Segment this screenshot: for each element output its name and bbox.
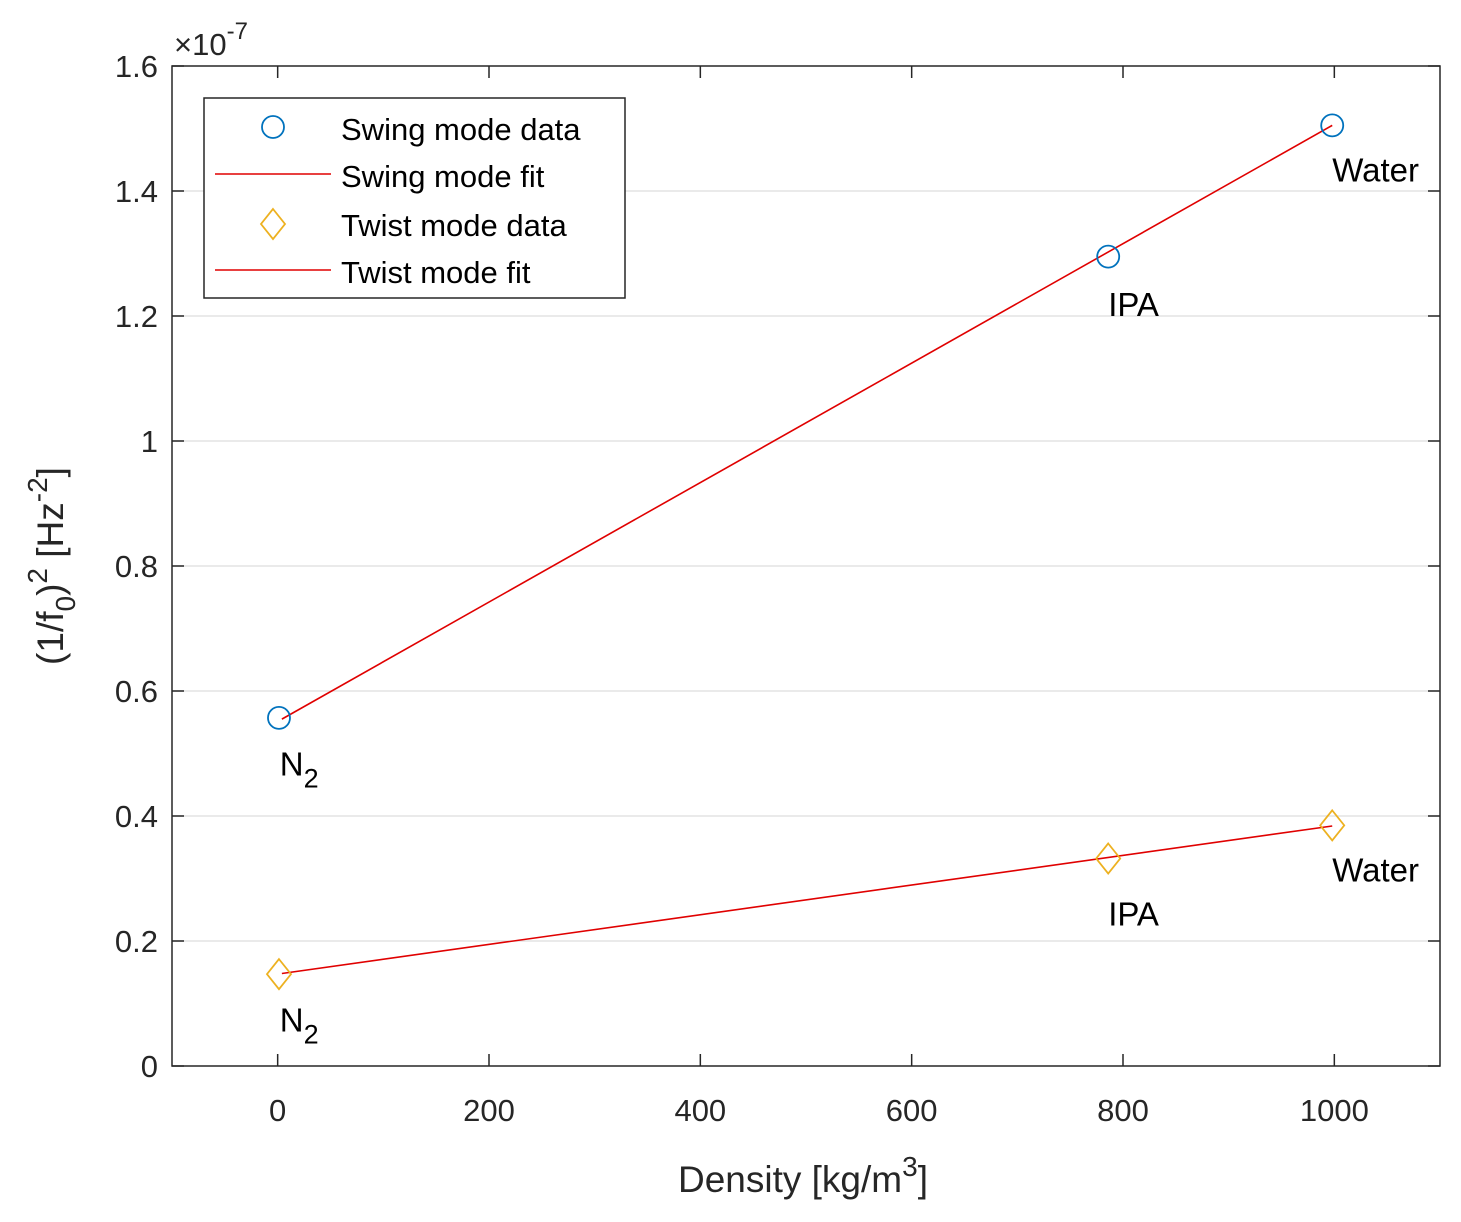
x-tick-label: 800 (1097, 1093, 1149, 1128)
x-axis-title: Density [kg/m3] (678, 1151, 928, 1200)
y-tick-label: 1.4 (115, 174, 158, 209)
legend-swing-data-label: Swing mode data (341, 112, 581, 147)
y-tick-label: 0.8 (115, 549, 158, 584)
legend-twist-data-marker (259, 207, 287, 241)
y-tick-label: 0.4 (115, 799, 158, 834)
grid (172, 190, 1440, 942)
legend-swing-fit-label: Swing mode fit (341, 159, 545, 194)
y-tick-label: 0 (141, 1049, 158, 1084)
twist-mode-fit-line (281, 825, 1333, 975)
x-tick-label: 1000 (1300, 1093, 1369, 1128)
data-markers (265, 113, 1346, 991)
annotation-swing-ipa: IPA (1108, 286, 1159, 323)
fit-lines (281, 124, 1333, 975)
twist-data-point (1095, 842, 1122, 875)
annotation-twist-water: Water (1332, 852, 1419, 889)
y-tick-label: 1.2 (115, 299, 158, 334)
y-tick-label: 0.2 (115, 924, 158, 959)
annotation-twist-n2: N2 (280, 1002, 319, 1050)
axis-ticks: 0 0.2 0.4 0.6 0.8 1 1.2 1.4 1.6 0 200 400 600 800 1000 (115, 49, 1440, 1128)
y-tick-label: 1.6 (115, 49, 158, 84)
legend-swing-data-marker (261, 115, 285, 139)
y-axis-title: (1/f0)2 [Hz-2] (22, 467, 81, 665)
annotation-swing-n2: N2 (280, 745, 319, 793)
point-annotations: N2 IPA Water N2 IPA Water (280, 152, 1419, 1050)
x-tick-label: 400 (674, 1093, 726, 1128)
y-multiplier: ×10-7 (174, 18, 248, 62)
legend-box (203, 97, 626, 299)
x-tick-label: 0 (269, 1093, 286, 1128)
legend-twist-fit-label: Twist mode fit (341, 255, 531, 290)
swing-data-point (267, 705, 291, 730)
x-tick-label: 600 (886, 1093, 938, 1128)
legend: Swing mode data Swing mode fit Twist mod… (203, 97, 626, 299)
twist-data-point (1319, 808, 1346, 842)
legend-twist-data-label: Twist mode data (341, 208, 567, 243)
y-tick-label: 1 (141, 424, 158, 459)
swing-mode-fit-line (281, 124, 1333, 720)
x-tick-label: 200 (463, 1093, 515, 1128)
swing-data-point (1320, 113, 1345, 138)
swing-data-point (1096, 244, 1121, 269)
twist-data-point (265, 957, 293, 991)
annotation-twist-ipa: IPA (1108, 895, 1159, 932)
y-tick-label: 0.6 (115, 674, 158, 709)
annotation-swing-water: Water (1332, 152, 1419, 189)
